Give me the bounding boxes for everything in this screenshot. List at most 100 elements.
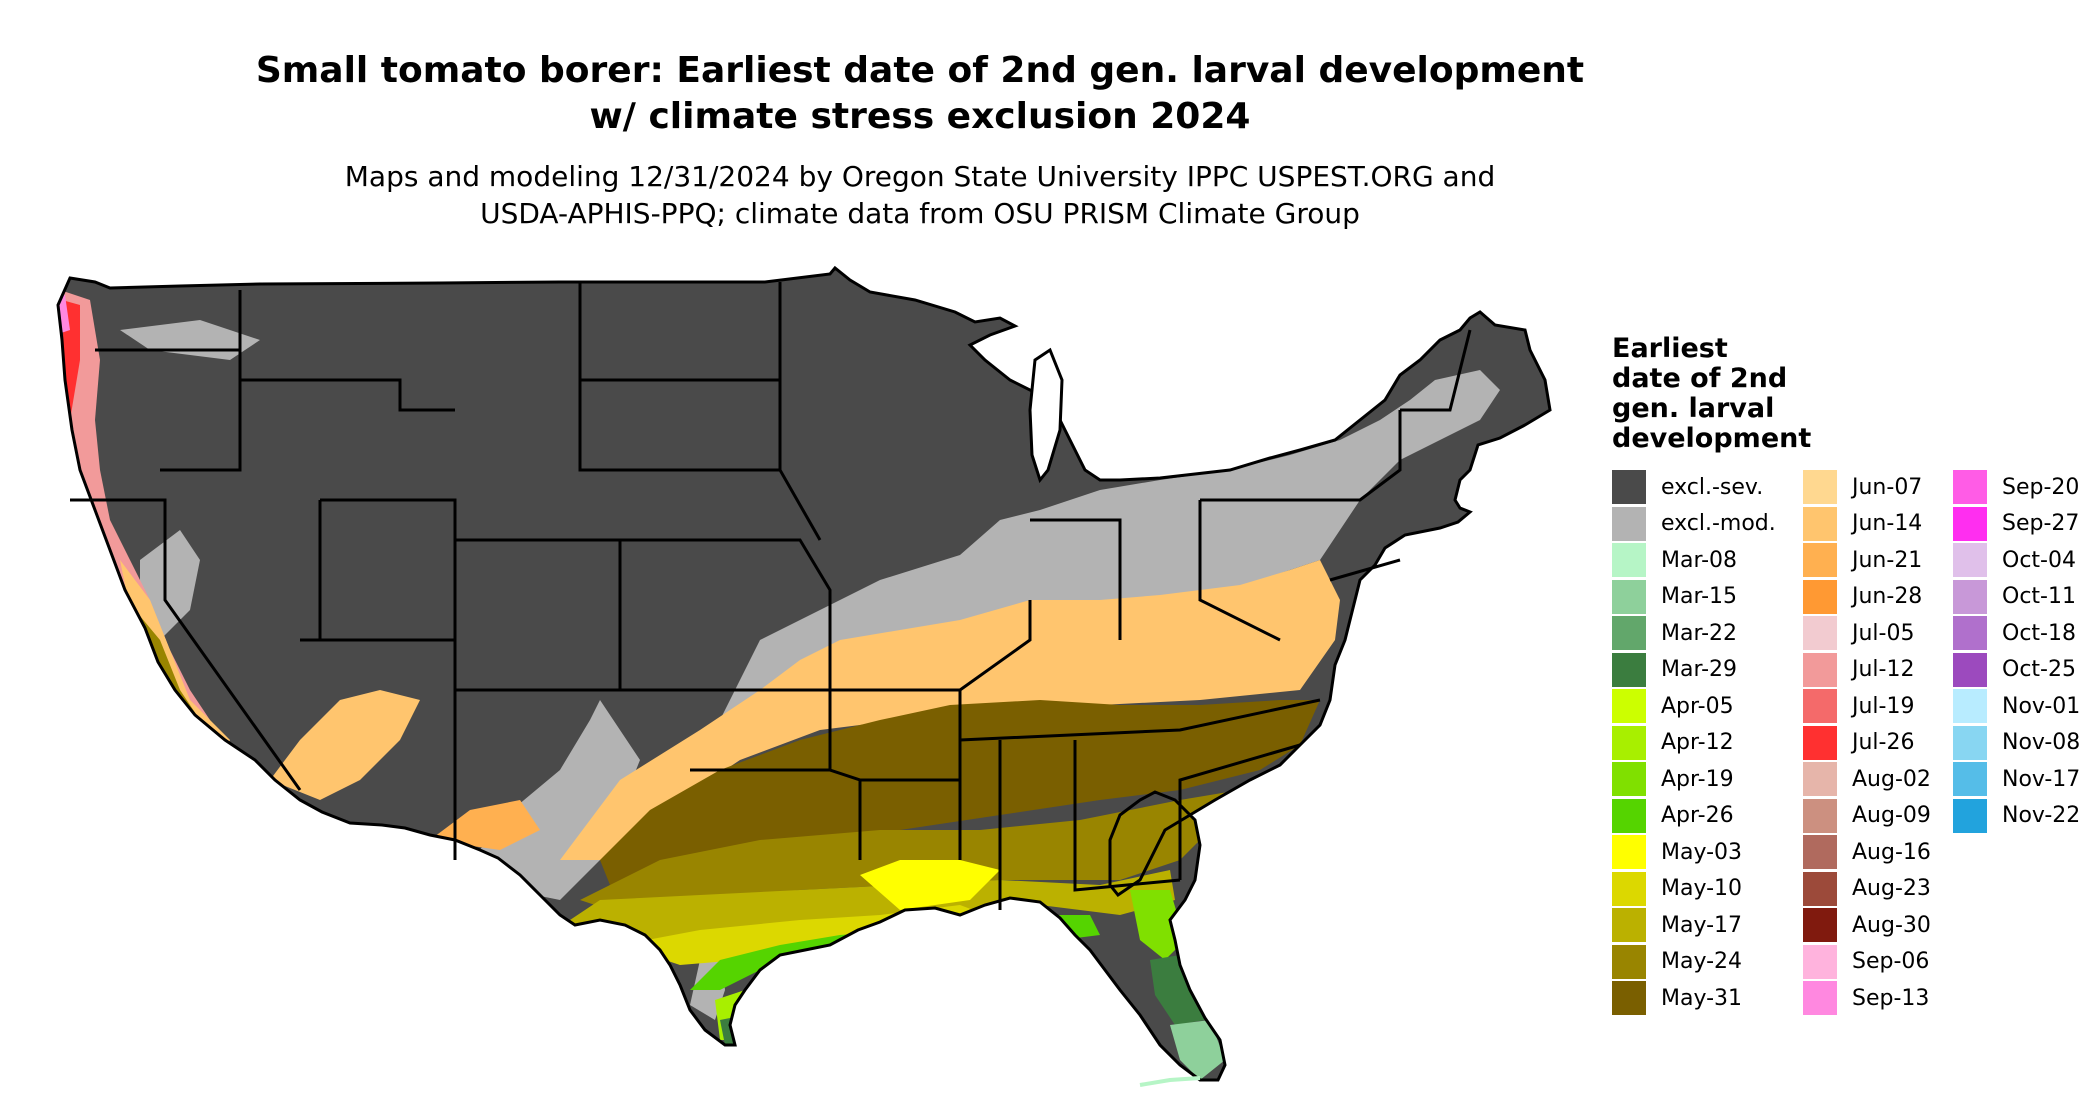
legend-swatch [1612, 579, 1646, 614]
legend-swatch [1612, 506, 1646, 541]
zone-apr-19-florida [1130, 890, 1185, 960]
border-az-nm [300, 638, 457, 860]
florida-keys [1139, 1076, 1201, 1087]
legend-swatch [1953, 616, 1987, 650]
legend-swatch [1953, 579, 1987, 614]
legend-swatch [1953, 470, 1987, 504]
legend-item: Jun-14 [1803, 506, 1923, 541]
legend-label: Jun-21 [1852, 547, 1923, 573]
legend-label: Aug-23 [1852, 876, 1931, 901]
legend-label: Jun-14 [1852, 511, 1923, 536]
legend-item: May-10 [1612, 871, 1742, 906]
legend-label: Aug-16 [1852, 839, 1931, 865]
legend-item: Apr-26 [1612, 798, 1734, 833]
legend-item: Aug-02 [1803, 762, 1931, 796]
legend-item: Oct-11 [1953, 579, 2076, 614]
zone-mar-15 [1170, 1020, 1225, 1080]
legend-label: Sep-13 [1852, 985, 1930, 1011]
legend-swatch [1803, 725, 1837, 760]
legend-swatch [1612, 798, 1646, 833]
map-title: Small tomato borer: Earliest date of 2nd… [60, 48, 1780, 140]
legend-item: Apr-12 [1612, 725, 1734, 760]
legend-swatch [1803, 689, 1837, 723]
legend-label: Aug-09 [1852, 803, 1931, 828]
legend-swatch [1612, 725, 1646, 760]
legend-swatch [1803, 981, 1837, 1015]
legend-item: Sep-27 [1953, 506, 2079, 541]
border-co [455, 538, 622, 692]
legend-swatch [1953, 762, 1987, 796]
legend-item: excl.-sev. [1612, 470, 1763, 504]
legend-swatch [1803, 908, 1837, 942]
legend-swatch [1803, 470, 1837, 504]
legend-label: Oct-04 [2002, 547, 2076, 573]
legend-item: Oct-18 [1953, 616, 2076, 650]
legend-swatch [1803, 871, 1837, 906]
legend-item: Nov-08 [1953, 725, 2080, 760]
zone-june-california [120, 560, 230, 760]
border-ny-pa [1200, 410, 1402, 502]
zone-june-new-mexico [430, 800, 540, 850]
us-map [56, 266, 1552, 1087]
legend-swatch [1803, 798, 1837, 833]
legend-swatch [1612, 762, 1646, 796]
legend-swatch [1803, 835, 1837, 869]
legend-item: Mar-15 [1612, 579, 1737, 614]
legend-item: Apr-05 [1612, 689, 1734, 723]
legend-label: excl.-mod. [1661, 511, 1776, 536]
border-in-oh [1030, 518, 1122, 640]
legend-swatch [1953, 506, 1987, 541]
legend-item: excl.-mod. [1612, 506, 1776, 541]
legend-item: Aug-23 [1803, 871, 1931, 906]
legend-swatch [1803, 762, 1837, 796]
border-ga-sc [1178, 743, 1301, 880]
legend-label: Mar-08 [1661, 547, 1738, 573]
legend-item: Jul-26 [1803, 725, 1914, 760]
legend-swatch [1612, 981, 1646, 1015]
border-md-va [1329, 558, 1401, 582]
state-borders [56, 266, 1552, 1082]
legend-item: Mar-29 [1612, 652, 1738, 687]
legend-swatch [1953, 543, 1987, 577]
legend-item: Sep-06 [1803, 944, 1929, 979]
legend-label: Aug-02 [1852, 766, 1931, 792]
legend-label: May-31 [1661, 985, 1743, 1011]
legend-title: Earliest date of 2nd gen. larval develop… [1612, 333, 1812, 454]
legend-swatch [1803, 543, 1837, 577]
legend-swatch [1612, 944, 1646, 979]
legend-item: Aug-09 [1803, 798, 1931, 833]
legend-item: Apr-19 [1612, 762, 1734, 796]
legend-swatch [1953, 652, 1987, 687]
lake-michigan [1028, 347, 1064, 484]
legend-item: Sep-20 [1953, 470, 2079, 504]
legend-label: Nov-17 [2002, 766, 2081, 792]
legend-item: Oct-25 [1953, 652, 2076, 687]
legend-swatch [1953, 798, 1987, 833]
legend-swatch [1612, 543, 1646, 577]
legend-label: Oct-25 [2002, 657, 2076, 682]
legend-label: excl.-sev. [1661, 474, 1764, 500]
legend-item: Sep-13 [1803, 981, 1929, 1015]
legend-label: May-24 [1661, 949, 1743, 974]
legend-swatch [1803, 616, 1837, 650]
legend-label: Mar-29 [1661, 657, 1738, 682]
zone-june-southwest [270, 690, 420, 800]
legend-item: Jul-12 [1803, 652, 1914, 687]
legend-label: Mar-22 [1661, 620, 1738, 646]
border-mn [778, 282, 822, 541]
legend-swatch [1612, 871, 1646, 906]
border-id [160, 290, 242, 472]
legend-item: Aug-16 [1803, 835, 1931, 869]
legend-label: Apr-19 [1661, 766, 1734, 792]
legend-label: Oct-18 [2002, 620, 2076, 646]
map-subtitle: Maps and modeling 12/31/2024 by Oregon S… [60, 158, 1780, 232]
legend-item: Jun-21 [1803, 543, 1922, 577]
border-new-england [1400, 329, 1472, 412]
legend-swatch [1803, 506, 1837, 541]
legend-label: Apr-05 [1661, 693, 1734, 719]
legend-label: Aug-30 [1852, 912, 1931, 938]
zone-may-03 [860, 860, 1000, 910]
legend-swatch [1803, 652, 1837, 687]
legend-item: Jun-28 [1803, 579, 1922, 614]
border-il [959, 600, 1032, 692]
